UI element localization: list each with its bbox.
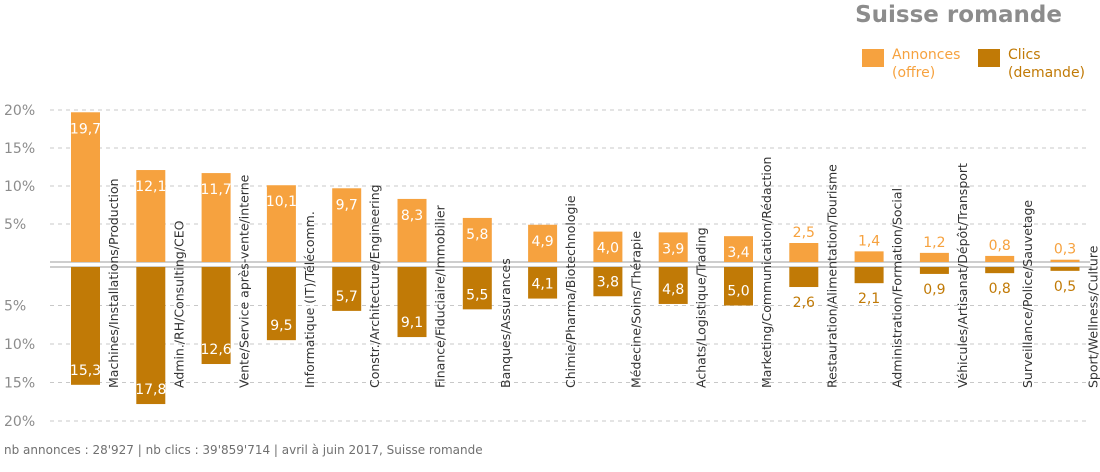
bar-annonces [919,252,949,262]
bar-annonces [332,188,362,262]
data-label-annonces: 2,5 [793,225,815,241]
category-label: Achats/Logistique/Trading [694,227,709,388]
legend-swatch-annonces [862,49,884,67]
bar-annonces [462,217,492,262]
data-label-clics: 0,5 [1054,279,1076,295]
category-label: Sport/Wellness/Culture [1086,245,1100,388]
bar-clics [985,267,1015,274]
data-label-annonces: 1,4 [858,233,880,249]
data-label-annonces: 5,8 [466,227,488,243]
category-label: Administration/Formation/Social [890,188,905,388]
bar-clics [658,267,688,304]
data-label-clics: 4,8 [662,282,684,298]
data-label-clics: 9,5 [270,318,292,334]
y-tick-label-top: 15% [4,141,35,157]
legend-label-annonces: Annonces (offre) [892,47,961,81]
legend-label-clics: Clics (demande) [1008,47,1086,81]
bar-clics [1050,267,1080,271]
bar-annonces [985,255,1015,262]
data-label-clics: 5,7 [336,289,358,305]
data-label-clics: 12,6 [201,342,232,358]
data-label-clics: 2,1 [858,291,880,307]
data-label-clics: 15,3 [70,363,101,379]
bar-clics [724,267,753,306]
data-label-annonces: 0,8 [989,238,1011,254]
bar-clics [71,267,100,385]
category-label: Informatique (IT)/Télécomm. [302,211,317,388]
y-tick-label-bottom: 20% [4,414,35,430]
data-label-annonces: 11,7 [201,182,232,198]
data-label-clics: 3,8 [597,274,619,290]
data-label-annonces: 0,3 [1054,242,1076,258]
category-label: Chimie/Pharma/Biotechnologie [563,195,578,388]
category-label: Vente/Service après-vente/interne [237,174,252,388]
data-label-clics: 5,0 [727,284,749,300]
category-label: Véhicules/Artisanat/Dépôt/Transport [955,163,970,388]
data-label-clics: 0,8 [989,281,1011,297]
data-label-annonces: 4,9 [531,234,553,250]
category-label: Médecine/Soins/Thérapie [628,231,643,388]
legend-item-annonces: Annonces (offre) [862,46,960,82]
bar-annonces [201,173,231,262]
bar-clics [789,267,819,288]
bar-clics [397,267,427,338]
legend-item-clics: Clics (demande) [978,46,1085,82]
bar-clics [136,267,166,405]
category-label: Finance/Fiduciaire/Immobilier [433,204,448,388]
data-label-annonces: 3,4 [727,245,749,261]
bar-clics [528,267,558,299]
bar-annonces [593,231,623,262]
data-label-annonces: 8,3 [401,208,423,224]
bar-clics [919,267,949,274]
bar-annonces [658,232,688,262]
data-label-annonces: 10,1 [266,194,297,210]
data-label-clics: 2,6 [793,295,815,311]
legend-swatch-clics [978,49,1000,67]
data-label-clics: 9,1 [401,315,423,331]
data-label-annonces: 12,1 [135,179,166,195]
bar-annonces [854,251,884,262]
y-tick-label-top: 20% [4,103,35,119]
category-label: Surveillance/Police/Sauvetage [1020,200,1035,388]
data-label-clics: 17,8 [135,382,166,398]
bar-clics [332,267,362,311]
bar-annonces [266,185,296,262]
y-tick-label-bottom: 15% [4,376,35,392]
data-label-clics: 5,5 [466,287,488,303]
data-label-annonces: 9,7 [336,197,358,213]
bar-clics [593,267,623,297]
bar-annonces [1050,259,1080,262]
data-label-annonces: 19,7 [70,121,101,137]
y-tick-label-bottom: 5% [4,299,26,315]
bar-annonces [528,224,558,262]
category-label: Marketing/Communication/Rédaction [759,157,774,388]
y-tick-label-top: 10% [4,179,35,195]
category-label: Restauration/Alimentation/Tourisme [824,164,839,388]
bar-clics [266,267,296,341]
category-label: Banques/Assurances [498,258,513,388]
category-label: Machines/Installations/Production [106,178,121,388]
bar-clics [854,267,884,284]
data-label-clics: 0,9 [923,282,945,298]
data-label-annonces: 4,0 [597,241,619,257]
bar-annonces [789,243,819,262]
data-label-annonces: 1,2 [923,235,945,251]
data-label-annonces: 3,9 [662,241,684,257]
category-label: Admin./RH/Consulting/CEO [171,220,186,388]
bar-annonces [136,170,166,262]
data-label-clics: 4,1 [531,277,553,293]
bar-annonces [397,198,427,262]
category-label: Constr./Architecture/Engineering [367,184,382,388]
bar-annonces [71,112,100,262]
chart-title: Suisse romande [855,2,1062,28]
y-tick-label-top: 5% [4,217,26,233]
bar-clics [201,267,231,365]
footnote: nb annonces : 28'927 | nb clics : 39'859… [4,443,483,457]
bar-clics [462,267,492,310]
y-tick-label-bottom: 10% [4,337,35,353]
bar-annonces [724,236,753,262]
